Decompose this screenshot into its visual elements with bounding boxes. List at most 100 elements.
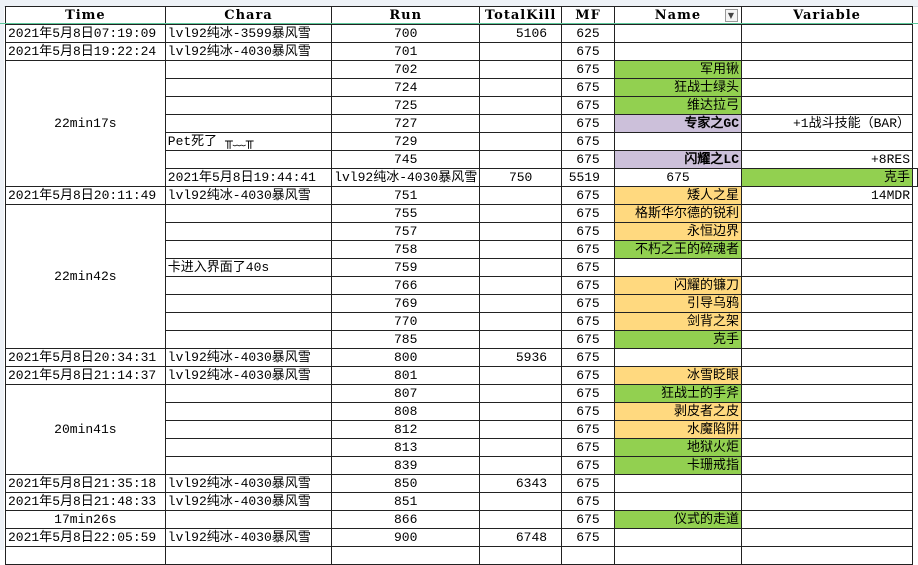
empty-cell[interactable] [741,546,913,565]
run-cell[interactable]: 751 [331,186,481,205]
chara-cell[interactable] [164,78,333,97]
name-cell[interactable]: 闪耀的镰刀 [613,276,743,295]
chara-cell[interactable]: lvl92纯冰-4030暴风雪 [164,474,333,493]
empty-cell[interactable] [561,546,615,565]
name-cell[interactable]: 冰雪眨眼 [613,366,743,385]
mf-cell[interactable]: 625 [561,24,615,43]
totalkill-cell[interactable]: 5106 [479,24,563,43]
header-mf[interactable]: MF [561,6,615,25]
empty-cell[interactable] [331,546,481,565]
run-cell[interactable]: 727 [331,114,481,133]
run-cell[interactable]: 807 [331,384,481,403]
mf-cell[interactable]: 675 [561,42,615,61]
name-cell[interactable]: 维达拉弓 [613,96,743,115]
variable-cell[interactable] [741,96,913,115]
run-cell[interactable]: 701 [331,42,481,61]
time-cell[interactable]: 2021年5月8日21:14:37 [5,366,166,385]
chara-cell[interactable]: Pet死了 ╥﹏╥ [164,132,333,151]
totalkill-cell[interactable]: 5519 [561,168,615,187]
mf-cell[interactable]: 675 [561,348,615,367]
name-cell[interactable] [613,132,743,151]
run-cell[interactable]: 851 [331,492,481,511]
mf-cell[interactable]: 675 [561,294,615,313]
variable-cell[interactable] [741,42,913,61]
chara-cell[interactable] [164,510,333,529]
totalkill-cell[interactable] [479,240,563,259]
name-cell[interactable] [613,492,743,511]
totalkill-cell[interactable] [479,294,563,313]
name-cell[interactable]: 水魔陷阱 [613,420,743,439]
mf-cell[interactable]: 675 [561,402,615,421]
chara-cell[interactable]: lvl92纯冰-4030暴风雪 [164,492,333,511]
name-cell[interactable] [613,24,743,43]
totalkill-cell[interactable] [479,456,563,475]
name-cell[interactable] [613,528,743,547]
variable-cell[interactable] [741,60,913,79]
totalkill-cell[interactable] [479,330,563,349]
run-cell[interactable]: 766 [331,276,481,295]
chara-cell[interactable]: lvl92纯冰-4030暴风雪 [164,366,333,385]
run-cell[interactable]: 785 [331,330,481,349]
run-cell[interactable]: 757 [331,222,481,241]
variable-cell[interactable] [741,294,913,313]
variable-cell[interactable] [741,510,913,529]
name-cell[interactable]: 狂战士的手斧 [613,384,743,403]
totalkill-cell[interactable] [479,384,563,403]
run-cell[interactable]: 808 [331,402,481,421]
variable-cell[interactable] [741,366,913,385]
duration-cell[interactable]: 22min42s [5,204,166,349]
header-variable[interactable]: Variable [741,6,913,25]
name-cell[interactable]: 剑背之架 [613,312,743,331]
chara-cell[interactable] [164,330,333,349]
mf-cell[interactable]: 675 [561,114,615,133]
chara-cell[interactable] [164,222,333,241]
chara-cell[interactable] [164,114,333,133]
run-cell[interactable]: 758 [331,240,481,259]
header-chara[interactable]: Chara [164,6,333,25]
chara-cell[interactable] [164,204,333,223]
run-cell[interactable]: 755 [331,204,481,223]
mf-cell[interactable]: 675 [561,528,615,547]
time-cell[interactable]: 2021年5月8日20:11:49 [5,186,166,205]
mf-cell[interactable]: 675 [561,204,615,223]
time-cell[interactable]: 2021年5月8日19:44:41 [164,168,333,187]
chara-cell[interactable]: lvl92纯冰-4030暴风雪 [164,42,333,61]
run-cell[interactable]: 702 [331,60,481,79]
empty-cell[interactable] [5,546,166,565]
chara-cell[interactable] [164,276,333,295]
variable-cell[interactable] [741,402,913,421]
mf-cell[interactable]: 675 [561,258,615,277]
totalkill-cell[interactable]: 5936 [479,348,563,367]
variable-cell[interactable] [741,348,913,367]
mf-cell[interactable]: 675 [561,276,615,295]
variable-cell[interactable] [741,528,913,547]
totalkill-cell[interactable] [479,222,563,241]
chara-cell[interactable] [164,402,333,421]
variable-cell[interactable] [741,438,913,457]
totalkill-cell[interactable] [479,204,563,223]
run-cell[interactable]: 801 [331,366,481,385]
time-cell[interactable]: 2021年5月8日19:22:24 [5,42,166,61]
run-cell[interactable]: 866 [331,510,481,529]
run-cell[interactable]: 750 [479,168,563,187]
variable-cell[interactable] [741,24,913,43]
totalkill-cell[interactable] [479,366,563,385]
variable-cell[interactable] [741,204,913,223]
mf-cell[interactable]: 675 [561,474,615,493]
time-cell[interactable]: 2021年5月8日21:35:18 [5,474,166,493]
run-cell[interactable]: 759 [331,258,481,277]
run-cell[interactable]: 812 [331,420,481,439]
mf-cell[interactable]: 675 [561,456,615,475]
variable-cell[interactable] [741,330,913,349]
totalkill-cell[interactable] [479,312,563,331]
chara-cell[interactable]: lvl92纯冰-4030暴风雪 [164,348,333,367]
mf-cell[interactable]: 675 [561,96,615,115]
variable-cell[interactable] [741,78,913,97]
mf-cell[interactable]: 675 [561,510,615,529]
name-cell[interactable] [613,258,743,277]
chara-cell[interactable] [164,420,333,439]
mf-cell[interactable]: 675 [561,384,615,403]
mf-cell[interactable]: 675 [561,222,615,241]
totalkill-cell[interactable] [479,96,563,115]
header-totalkill[interactable]: TotalKill [479,6,563,25]
